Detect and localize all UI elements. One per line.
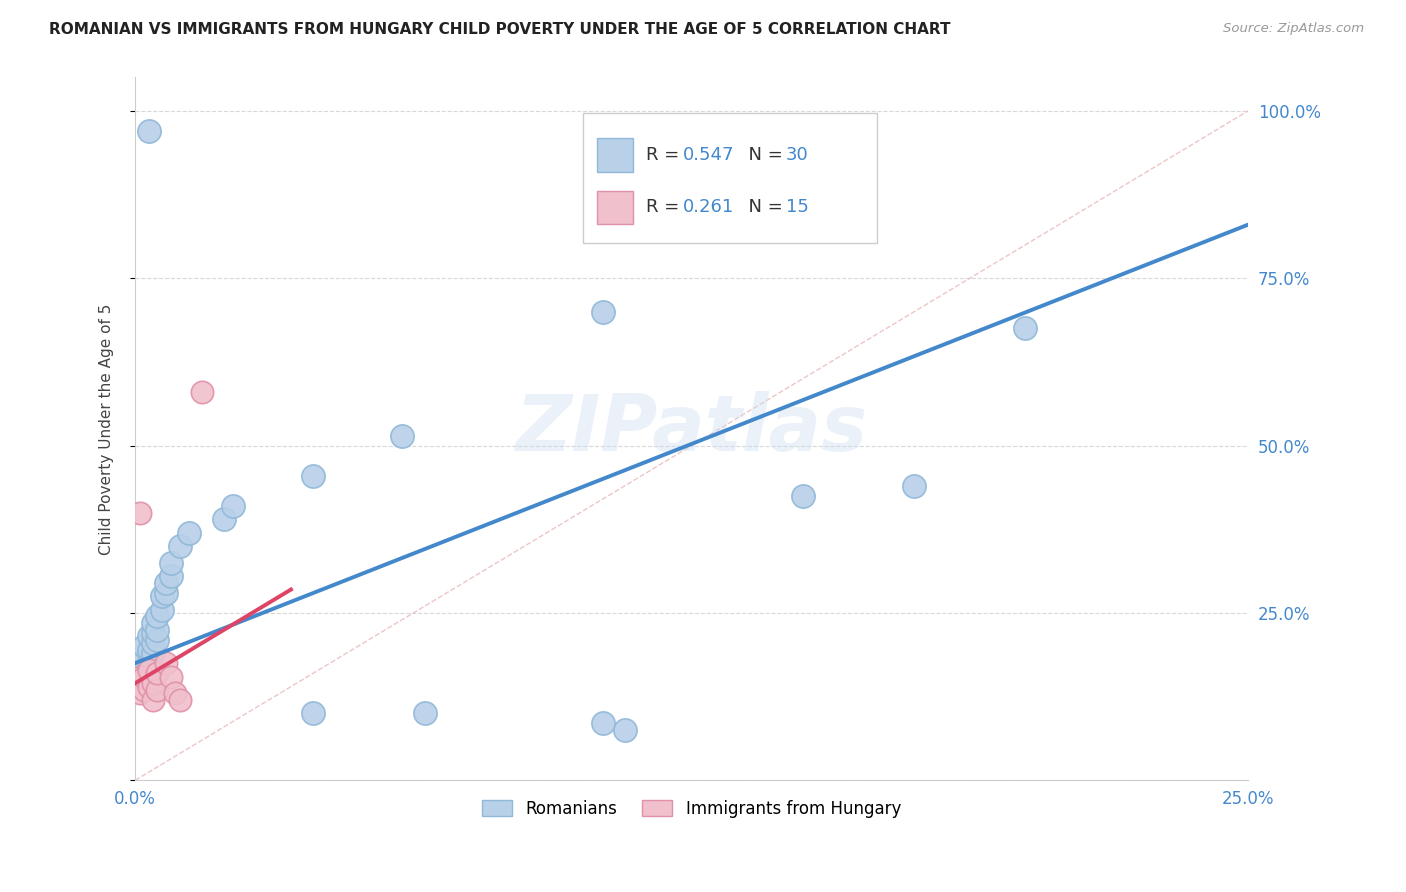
Point xyxy=(146,609,169,624)
Point xyxy=(792,489,814,503)
Point xyxy=(191,385,214,400)
Point xyxy=(165,686,187,700)
FancyBboxPatch shape xyxy=(598,138,633,171)
Point xyxy=(132,682,155,697)
Point xyxy=(128,506,150,520)
Point xyxy=(146,666,169,681)
Point xyxy=(302,706,325,721)
Point xyxy=(132,669,155,683)
Point xyxy=(155,656,177,670)
Point xyxy=(903,479,925,493)
Point xyxy=(613,723,636,737)
Point xyxy=(146,682,169,697)
Text: 0.261: 0.261 xyxy=(683,198,734,217)
Point xyxy=(391,428,413,442)
Point xyxy=(138,124,160,138)
Point xyxy=(138,642,160,657)
Point xyxy=(128,686,150,700)
Text: 15: 15 xyxy=(786,198,808,217)
Point xyxy=(138,663,160,677)
Text: N =: N = xyxy=(737,198,789,217)
Point xyxy=(146,632,169,647)
Point xyxy=(212,512,235,526)
Text: Source: ZipAtlas.com: Source: ZipAtlas.com xyxy=(1223,22,1364,36)
Point xyxy=(592,304,614,318)
Text: ZIPatlas: ZIPatlas xyxy=(516,391,868,467)
Point xyxy=(1014,321,1036,335)
Text: 0.547: 0.547 xyxy=(683,145,734,164)
Point xyxy=(413,706,436,721)
Point xyxy=(138,629,160,643)
Text: R =: R = xyxy=(645,198,685,217)
Point xyxy=(138,656,160,670)
Point xyxy=(222,499,245,513)
Point xyxy=(177,525,200,540)
Point xyxy=(142,693,165,707)
Point xyxy=(132,663,155,677)
Legend: Romanians, Immigrants from Hungary: Romanians, Immigrants from Hungary xyxy=(475,793,908,825)
Point xyxy=(159,669,181,683)
Point xyxy=(142,626,165,640)
Point xyxy=(128,656,150,670)
Point xyxy=(142,636,165,650)
Point xyxy=(146,623,169,637)
Point xyxy=(155,586,177,600)
Point xyxy=(592,716,614,731)
Point xyxy=(155,575,177,590)
Point xyxy=(150,589,173,603)
Point xyxy=(159,569,181,583)
Point xyxy=(132,653,155,667)
Point xyxy=(150,602,173,616)
Point xyxy=(169,693,191,707)
Text: N =: N = xyxy=(737,145,789,164)
Text: 30: 30 xyxy=(786,145,808,164)
Point xyxy=(169,539,191,553)
Point xyxy=(302,468,325,483)
Point xyxy=(142,615,165,630)
Point xyxy=(138,680,160,694)
FancyBboxPatch shape xyxy=(582,112,877,243)
Point xyxy=(128,669,150,683)
Text: ROMANIAN VS IMMIGRANTS FROM HUNGARY CHILD POVERTY UNDER THE AGE OF 5 CORRELATION: ROMANIAN VS IMMIGRANTS FROM HUNGARY CHIL… xyxy=(49,22,950,37)
Y-axis label: Child Poverty Under the Age of 5: Child Poverty Under the Age of 5 xyxy=(100,303,114,555)
Point xyxy=(142,646,165,660)
Point xyxy=(132,640,155,654)
FancyBboxPatch shape xyxy=(598,191,633,224)
Text: R =: R = xyxy=(645,145,685,164)
Point xyxy=(142,676,165,690)
Point xyxy=(128,669,150,683)
Point xyxy=(159,556,181,570)
